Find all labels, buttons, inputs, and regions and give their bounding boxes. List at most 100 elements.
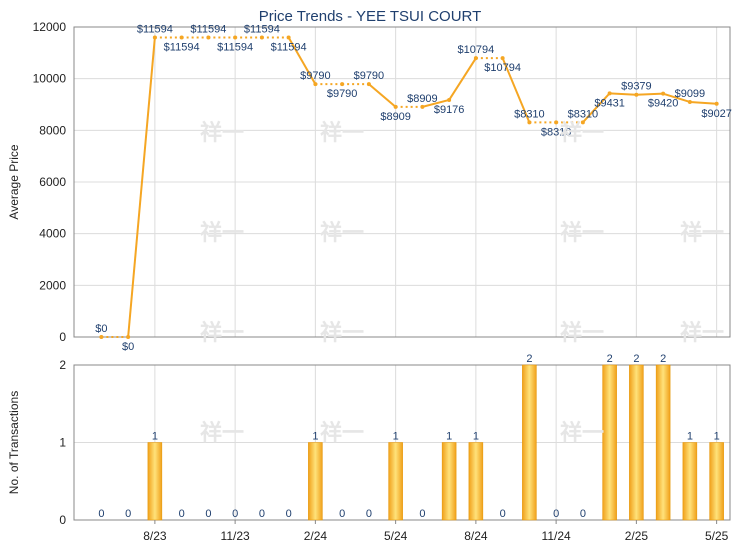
price-point	[233, 35, 238, 40]
price-line-segment	[448, 57, 477, 101]
transactions-bar-label: 0	[259, 508, 265, 520]
price-point	[607, 91, 612, 96]
watermark-text: 祥一	[560, 220, 604, 245]
price-data-label: $8909	[380, 111, 411, 123]
price-point	[340, 82, 345, 87]
transactions-bar-label: 0	[553, 508, 559, 520]
transactions-bar	[629, 364, 644, 521]
price-point	[527, 120, 532, 125]
price-data-label: $10794	[458, 44, 495, 56]
watermark-text: 祥一	[320, 420, 364, 445]
price-line-segment	[287, 36, 317, 85]
price-data-label: $9420	[648, 98, 679, 110]
transactions-bar-label: 0	[339, 508, 345, 520]
x-tick-label: 2/24	[304, 529, 328, 543]
price-point	[714, 101, 719, 106]
price-line-segment	[662, 92, 691, 103]
watermark-text: 祥一	[200, 320, 244, 345]
watermark-text: 祥一	[560, 420, 604, 445]
price-line-segment	[582, 92, 611, 124]
watermark-text: 祥一	[200, 120, 244, 145]
transactions-bar-label: 0	[286, 508, 292, 520]
watermark-text: 祥一	[320, 220, 364, 245]
price-point	[99, 335, 104, 339]
x-tick-label: 11/24	[542, 529, 571, 543]
transactions-bar	[468, 442, 484, 521]
price-y-tick: 10000	[33, 72, 67, 86]
transactions-bar-label: 0	[98, 508, 104, 520]
price-data-label: $9027	[701, 108, 732, 120]
price-y-tick: 2000	[39, 278, 66, 292]
transactions-bar-label: 0	[366, 508, 372, 520]
price-y-tick: 0	[59, 330, 66, 344]
price-line-segment	[422, 98, 450, 108]
transactions-bar-label: 0	[232, 508, 238, 520]
price-point	[554, 120, 559, 125]
price-point	[126, 335, 131, 339]
transactions-y-axis-title: No. of Transactions	[7, 391, 21, 494]
price-point	[313, 82, 318, 87]
price-line-segment	[689, 100, 717, 105]
price-data-label: $8310	[541, 126, 572, 138]
watermark-text: 祥一	[320, 320, 364, 345]
transactions-bar	[388, 442, 403, 521]
price-line-segment	[636, 92, 664, 96]
transactions-bar-label: 1	[446, 431, 452, 443]
price-data-label: $11594	[244, 23, 280, 35]
transactions-y-tick: 0	[59, 513, 66, 527]
transactions-bar-label: 2	[633, 353, 639, 365]
watermark-text: 祥一	[320, 120, 364, 145]
price-point	[634, 92, 639, 97]
watermark-text: 祥一	[200, 420, 244, 445]
price-point	[206, 35, 211, 40]
transactions-bar-label: 0	[500, 508, 506, 520]
price-data-label: $11594	[164, 41, 200, 53]
transactions-y-tick: 2	[59, 358, 66, 372]
transactions-bar-label: 0	[580, 508, 586, 520]
transactions-bar-label: 1	[714, 431, 720, 443]
price-point	[473, 56, 478, 61]
price-point	[393, 104, 398, 109]
x-tick-label: 2/25	[625, 529, 649, 543]
chart-title: Price Trends - YEE TSUI COURT	[259, 8, 482, 25]
price-point	[447, 97, 452, 102]
price-point	[152, 35, 157, 40]
transactions-bar	[709, 442, 724, 521]
transactions-bar	[441, 442, 457, 521]
price-data-label: $9790	[300, 70, 331, 82]
price-y-tick: 12000	[33, 20, 67, 34]
transactions-bar-label: 2	[607, 353, 613, 365]
price-line-segment	[609, 92, 637, 96]
transactions-bar-label: 2	[526, 353, 532, 365]
price-data-label: $8310	[568, 108, 599, 120]
price-data-label: $9099	[675, 88, 706, 100]
transactions-bar	[147, 442, 163, 521]
price-data-label: $10794	[484, 62, 521, 74]
price-point	[366, 82, 371, 87]
x-tick-label: 5/24	[384, 529, 408, 543]
price-data-label: $9790	[354, 70, 385, 82]
price-data-label: $11594	[271, 41, 307, 53]
transactions-bar-label: 1	[312, 431, 318, 443]
price-point	[286, 35, 291, 40]
price-line-segment	[501, 57, 531, 123]
price-data-label: $8310	[514, 108, 545, 120]
price-point	[500, 56, 505, 61]
price-data-label: $0	[122, 341, 134, 353]
price-point	[687, 99, 692, 104]
price-line-segment	[127, 37, 156, 338]
price-point	[420, 104, 425, 109]
price-point	[661, 91, 666, 96]
transactions-bar	[655, 364, 671, 521]
transactions-bar	[682, 442, 698, 521]
price-data-label: $0	[95, 323, 107, 335]
price-data-label: $11594	[137, 23, 173, 35]
price-point	[580, 120, 585, 125]
price-data-label: $9379	[621, 81, 652, 93]
x-tick-label: 5/25	[705, 529, 729, 543]
transactions-bar-label: 1	[473, 431, 479, 443]
transactions-bar-label: 0	[125, 508, 131, 520]
x-tick-label: 8/24	[464, 529, 488, 543]
